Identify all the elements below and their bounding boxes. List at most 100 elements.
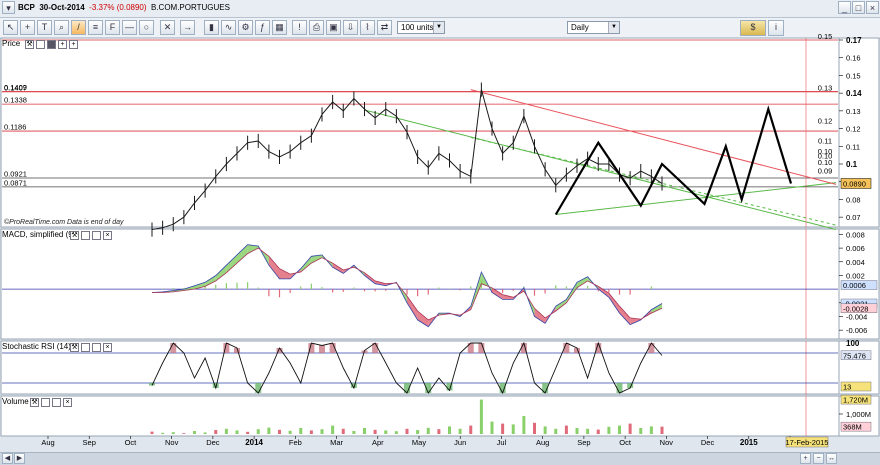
- x-tick-label: Sep: [577, 438, 590, 447]
- print-icon[interactable]: ⎙: [309, 20, 324, 35]
- x-tick-label: May: [412, 438, 426, 447]
- chart-canvas[interactable]: 0.07 0.08 0.09 0.1 0.11 0.12 0.13 0.14 0.15 0.16 0…: [0, 0, 880, 452]
- price-panel-bg: [0, 37, 840, 228]
- zoom-in-icon[interactable]: +: [800, 453, 811, 464]
- trading-icon[interactable]: $: [740, 20, 766, 36]
- volume-bar: [405, 428, 409, 434]
- volume-panel-label: Volume: [2, 397, 29, 407]
- x-tick-label: 2014: [245, 438, 263, 447]
- stoch-overbought-fill: [170, 343, 177, 353]
- close-icon[interactable]: ×: [866, 1, 879, 14]
- price-axis-bg: [838, 37, 880, 228]
- chart-type-icon[interactable]: ⌇: [360, 20, 375, 35]
- macd-y-tick-label: -0.006: [846, 326, 867, 335]
- macd-band-segment: [215, 265, 227, 281]
- macd-plot: 0.0080.0060.0040.002-0.002-0.004-0.0060.…: [2, 230, 878, 335]
- maximize-panel-icon[interactable]: [92, 231, 101, 240]
- x-tick-label: Mar: [330, 438, 343, 447]
- channel-icon[interactable]: ≡: [88, 20, 103, 35]
- stoch-oversold-fill: [255, 383, 262, 393]
- volume-bar: [607, 426, 611, 434]
- right-small-label: 0.09: [818, 167, 833, 176]
- info-icon[interactable]: i: [768, 20, 784, 36]
- minimize-panel-icon[interactable]: [81, 231, 90, 240]
- macd-y-tick-label: -0.004: [846, 312, 867, 321]
- macd-band-segment: [364, 272, 376, 284]
- window-menu-icon[interactable]: ▾: [2, 1, 15, 14]
- volume-bar: [437, 429, 441, 434]
- minimize-panel-icon[interactable]: [41, 398, 50, 407]
- macd-band-segment: [226, 254, 237, 273]
- volume-value-label: 368M: [843, 423, 862, 432]
- panel-add-icon[interactable]: +: [69, 40, 78, 49]
- green-trendline-2: [555, 182, 837, 215]
- volume-bar: [373, 429, 377, 434]
- zoom-out-icon[interactable]: −: [813, 453, 824, 464]
- stoch-overbought-fill: [520, 343, 527, 353]
- volume-bar: [628, 423, 632, 434]
- volume-bar: [309, 430, 313, 434]
- wrench-icon[interactable]: ⚒: [70, 343, 79, 352]
- settings-icon[interactable]: ⚙: [238, 20, 253, 35]
- last-price-badge: [840, 178, 872, 189]
- volume-bar: [618, 425, 621, 434]
- hline-icon[interactable]: —: [122, 20, 137, 35]
- maximize-panel-icon[interactable]: [92, 343, 101, 352]
- units-select[interactable]: 100 units ▼: [397, 21, 445, 34]
- scroll-right-icon[interactable]: ▶: [14, 453, 25, 464]
- minimize-panel-icon[interactable]: [81, 343, 90, 352]
- fibonacci-icon[interactable]: F: [105, 20, 120, 35]
- wrench-icon[interactable]: ⚒: [70, 231, 79, 240]
- window-titlebar: ▾ BCP 30-Oct-2014 -3.37% (0.0890) B.COM.…: [0, 0, 880, 18]
- volume-value-badge: [840, 421, 872, 432]
- panel-options-icon[interactable]: +: [58, 40, 67, 49]
- close-panel-icon[interactable]: ×: [63, 398, 72, 407]
- period-select[interactable]: Daily ▼: [567, 21, 620, 34]
- stoch-oversold-fill: [404, 383, 410, 393]
- volume-bar: [660, 426, 664, 434]
- trendline-icon[interactable]: /: [71, 20, 86, 35]
- crosshair-icon[interactable]: +: [20, 20, 35, 35]
- maximize-panel-icon[interactable]: [47, 40, 56, 49]
- maximize-panel-icon[interactable]: [52, 398, 61, 407]
- line-style-icon[interactable]: ∿: [221, 20, 236, 35]
- maximize-icon[interactable]: □: [852, 1, 865, 14]
- stoch-value-label: 13: [843, 383, 851, 392]
- save-icon[interactable]: ▣: [326, 20, 341, 35]
- text-icon[interactable]: T: [37, 20, 52, 35]
- macd-y-tick-label: 0.002: [846, 271, 865, 280]
- stoch-oversold-fill: [499, 383, 506, 393]
- data-credit: ©ProRealTime.com Data is end of day: [4, 219, 124, 226]
- x-axis: Aug Sep Oct Nov Dec 2014 Feb Mar Apr May Jun Jul Aug…: [41, 436, 828, 448]
- pointer-icon[interactable]: ↖: [3, 20, 18, 35]
- zoom-icon[interactable]: ⌕: [54, 20, 69, 35]
- minimize-icon[interactable]: _: [838, 1, 851, 14]
- indicator-icon[interactable]: ƒ: [255, 20, 270, 35]
- macd-panel-label: MACD, simplified (9): [2, 230, 75, 240]
- volume-bar: [203, 432, 207, 434]
- volume-bar: [171, 432, 175, 434]
- scroll-left-icon[interactable]: ◀: [2, 453, 13, 464]
- layout-icon[interactable]: ▦: [272, 20, 287, 35]
- x-tick-label: Dec: [701, 438, 715, 447]
- close-panel-icon[interactable]: ×: [103, 343, 112, 352]
- export-icon[interactable]: ⇩: [343, 20, 358, 35]
- ellipse-icon[interactable]: ○: [139, 20, 154, 35]
- alert-icon[interactable]: !: [292, 20, 307, 35]
- minimize-panel-icon[interactable]: [36, 40, 45, 49]
- x-tick-label: Jul: [497, 438, 507, 447]
- volume-bar: [363, 428, 366, 434]
- volume-bar: [299, 428, 303, 434]
- fit-icon[interactable]: ↔: [826, 453, 837, 464]
- close-panel-icon[interactable]: ×: [103, 231, 112, 240]
- wrench-icon[interactable]: ⚒: [30, 398, 39, 407]
- horizontal-level-label: 0.0871: [4, 178, 27, 187]
- macd-band-segment: [332, 263, 344, 274]
- compare-icon[interactable]: ⇄: [377, 20, 392, 35]
- candles-icon[interactable]: ▮: [204, 20, 219, 35]
- macd-panel-bg: [0, 228, 840, 340]
- delete-icon[interactable]: ✕: [160, 20, 175, 35]
- macd-band-segment: [247, 244, 259, 254]
- wrench-icon[interactable]: ⚒: [25, 40, 34, 49]
- arrow-icon[interactable]: →: [180, 20, 195, 35]
